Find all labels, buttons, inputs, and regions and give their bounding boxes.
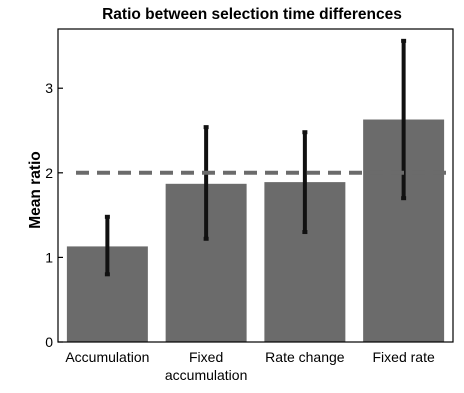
y-axis: 0 1 2 3 [45,80,63,350]
error-bars-group [104,38,407,277]
y-tick-label: 3 [45,80,53,96]
chart-title: Ratio between selection time differences [102,6,402,23]
x-tick-label: Fixed rate [373,349,435,365]
y-tick-label: 2 [45,165,53,181]
x-tick-label: Accumulation [65,349,149,365]
plot-frame [57,28,454,343]
y-axis-label: Mean ratio [27,151,44,229]
y-tick-label: 1 [45,249,53,265]
y-tick-label: 0 [45,334,53,350]
x-axis: Accumulation Fixed accumulation Rate change… [65,349,435,383]
bars-group [66,119,445,343]
x-tick-label: Fixed accumulation [165,349,248,383]
x-tick-label: Rate change [265,349,345,365]
